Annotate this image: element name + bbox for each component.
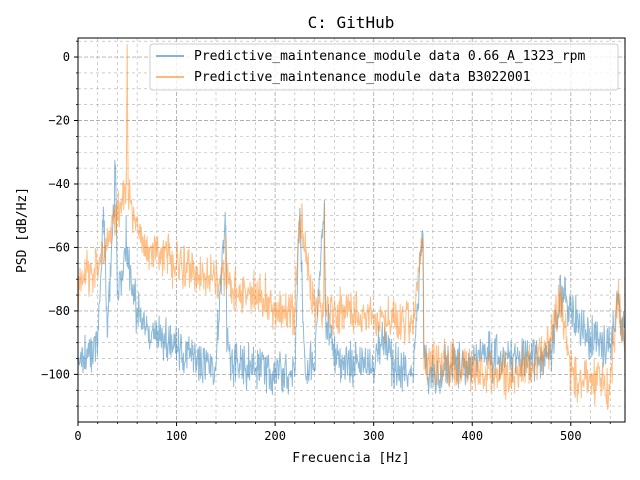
series-2-line — [78, 43, 625, 410]
y-tick-label: −40 — [48, 177, 70, 191]
series-1-line — [78, 160, 625, 396]
x-tick-label: 300 — [363, 429, 385, 443]
y-axis-ticks: 0 −20 −40 −60 −80 −100 — [41, 40, 78, 407]
x-axis-label: Frecuencia [Hz] — [292, 451, 409, 466]
legend: Predictive_maintenance_module data 0.66_… — [149, 43, 619, 91]
chart-title: C: GitHub — [308, 13, 395, 32]
y-tick-label: −20 — [48, 114, 70, 128]
x-axis-ticks: 0 100 200 300 400 500 — [74, 422, 611, 443]
legend-box — [149, 43, 619, 91]
legend-label-2: Predictive_maintenance_module data B3022… — [194, 70, 531, 85]
axes — [77, 37, 626, 423]
y-tick-label: 0 — [63, 50, 70, 64]
plot-area — [78, 43, 625, 410]
y-tick-label: −60 — [48, 240, 70, 254]
x-tick-label: 100 — [166, 429, 188, 443]
y-tick-label: −80 — [48, 304, 70, 318]
y-tick-label: −100 — [41, 367, 70, 381]
legend-label-1: Predictive_maintenance_module data 0.66_… — [194, 49, 586, 64]
x-tick-label: 400 — [461, 429, 483, 443]
y-axis-label: PSD [dB/Hz] — [15, 187, 30, 273]
x-tick-label: 200 — [264, 429, 286, 443]
x-tick-label: 500 — [560, 429, 582, 443]
x-tick-label: 0 — [74, 429, 81, 443]
axes-frame — [77, 37, 626, 423]
